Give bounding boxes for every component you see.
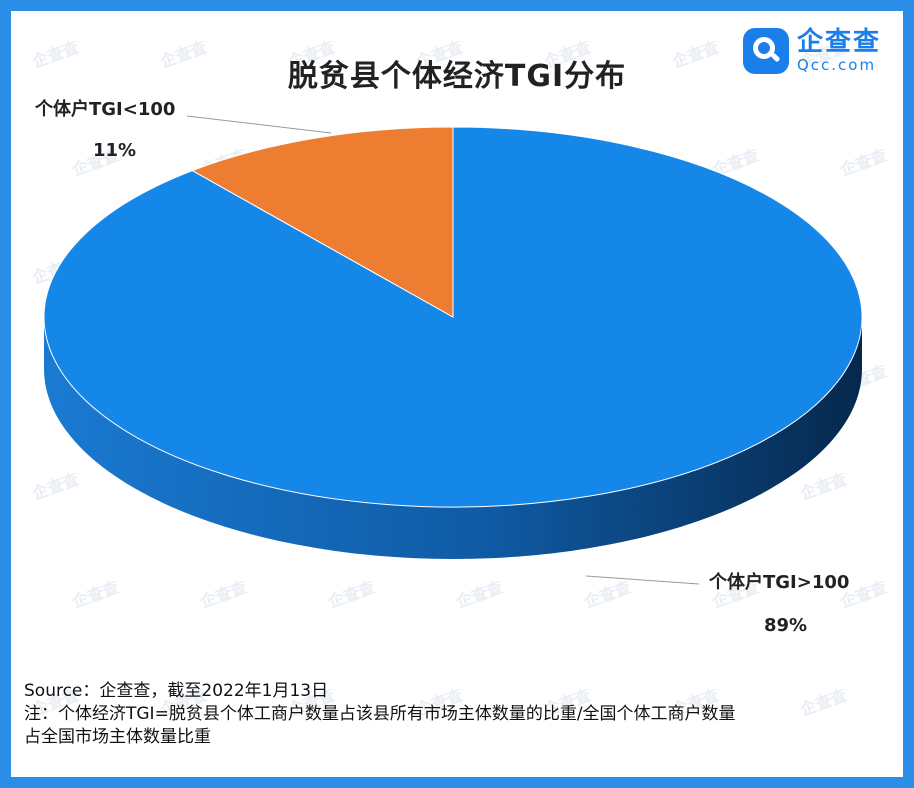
leader-line-small: [186, 115, 332, 134]
chart-area: 企查查 企查查 企查查 企查查 企查查 企查查 企查查 企查查 企查查 企查查 企查查 企查查 企查查企…: [11, 11, 903, 777]
pie-side-wall: [44, 317, 862, 559]
pie-chart: 个体户TGI<100 11% 个体户TGI>100 89%: [34, 98, 863, 636]
logo-name: 企查查: [796, 27, 881, 57]
slice-label-small: 个体户TGI<100: [34, 98, 175, 120]
qcc-logo-icon: [742, 28, 789, 74]
logo-domain: Qcc.com: [796, 56, 877, 74]
pie-slice-tgi-below-100: [191, 126, 454, 318]
definition-note-line2: 占全国市场主体数量比重: [24, 727, 211, 747]
definition-note-line1: 注：个体经济TGI=脱贫县个体工商户数量占该县所有市场主体数量的比重/全国个体工…: [24, 704, 736, 724]
slice-label-large: 个体户TGI>100: [708, 571, 849, 593]
slice-value-large: 89%: [764, 615, 807, 636]
source-note: Source：企查查，截至2022年1月13日: [24, 681, 329, 701]
leader-line-large: [585, 575, 700, 585]
brand-logo: 企查查 Qcc.com: [742, 23, 881, 79]
slice-value-small: 11%: [93, 140, 136, 161]
chart-title: 脱贫县个体经济TGI分布: [287, 59, 627, 94]
